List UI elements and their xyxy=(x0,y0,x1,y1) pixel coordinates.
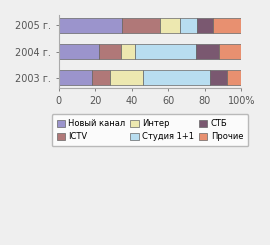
Bar xyxy=(122,18,160,33)
Legend: Новый канал, ICTV, Интер, Студия 1+1, СТБ, Прочие: Новый канал, ICTV, Интер, Студия 1+1, СТ… xyxy=(52,114,248,146)
Bar xyxy=(135,44,195,59)
Bar xyxy=(195,44,219,59)
Bar xyxy=(59,70,92,85)
Bar xyxy=(99,44,121,59)
Bar xyxy=(210,70,227,85)
Bar xyxy=(227,70,241,85)
Bar xyxy=(180,18,197,33)
Bar xyxy=(121,44,135,59)
Bar xyxy=(59,18,122,33)
Bar xyxy=(160,18,180,33)
Bar xyxy=(92,70,110,85)
Bar xyxy=(213,18,241,33)
Bar xyxy=(110,70,143,85)
Bar xyxy=(219,44,241,59)
Bar xyxy=(197,18,213,33)
Bar xyxy=(59,44,99,59)
Bar xyxy=(143,70,210,85)
